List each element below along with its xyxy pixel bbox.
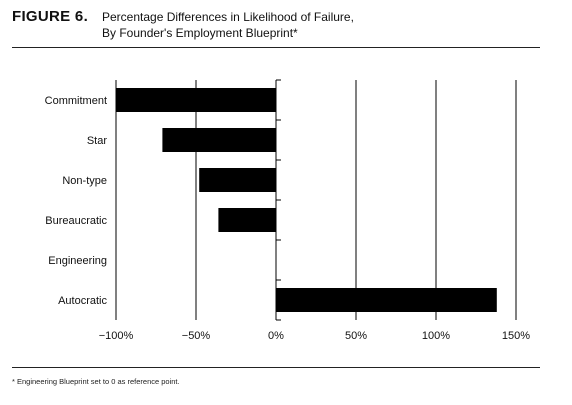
bar-autocratic bbox=[276, 288, 497, 312]
figure-title-line-2: By Founder's Employment Blueprint* bbox=[102, 26, 298, 40]
bar-commitment bbox=[116, 88, 276, 112]
bar-star bbox=[162, 128, 276, 152]
x-tick-label-3: 50% bbox=[345, 330, 367, 342]
top-rule bbox=[12, 47, 540, 48]
footnote: * Engineering Blueprint set to 0 as refe… bbox=[12, 377, 180, 386]
bar-bureaucratic bbox=[218, 208, 276, 232]
x-tick-label-5: 150% bbox=[502, 330, 530, 342]
x-tick-label-4: 100% bbox=[422, 330, 450, 342]
figure-label: FIGURE 6. bbox=[12, 8, 89, 25]
category-label-autocratic: Autocratic bbox=[58, 295, 107, 307]
bar-non-type bbox=[199, 168, 276, 192]
x-tick-label-1: −50% bbox=[182, 330, 211, 342]
category-label-non-type: Non-type bbox=[62, 175, 107, 187]
category-label-bureaucratic: Bureaucratic bbox=[45, 215, 107, 227]
bottom-rule bbox=[12, 367, 540, 368]
category-label-engineering: Engineering bbox=[48, 255, 107, 267]
x-tick-label-0: −100% bbox=[99, 330, 134, 342]
category-label-commitment: Commitment bbox=[45, 95, 107, 107]
x-tick-label-2: 0% bbox=[268, 330, 284, 342]
category-label-star: Star bbox=[87, 135, 108, 147]
figure-title-line-1: Percentage Differences in Likelihood of … bbox=[102, 10, 354, 24]
